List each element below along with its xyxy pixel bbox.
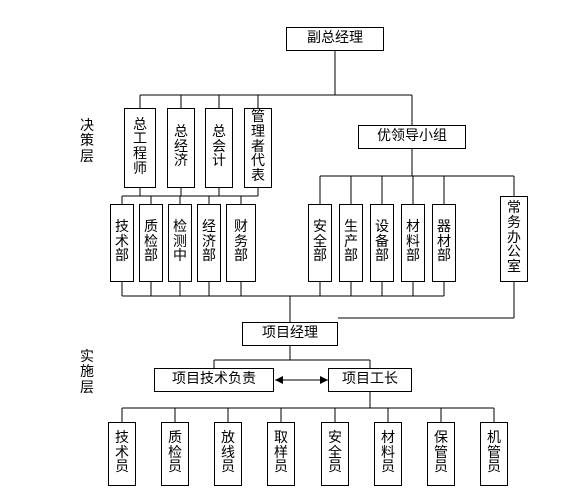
- node-storekeeper: 保 管 员: [427, 422, 455, 486]
- label-impl-layer: 实 施 层: [80, 350, 94, 396]
- node-sampler: 取 样 员: [267, 422, 295, 486]
- node-finance-dept: 财 务 部: [226, 204, 256, 282]
- node-safety-dept: 安 全 部: [308, 204, 332, 282]
- org-chart-stage: 决 策 层 实 施 层 副总经理 总 工 程 师 总 经 济 总 会 计 管 理…: [0, 0, 573, 501]
- node-equipment-dept: 设 备 部: [370, 204, 394, 282]
- node-production-dept: 生 产 部: [339, 204, 363, 282]
- node-instrument-dept: 器 材 部: [432, 204, 456, 282]
- node-project-manager: 项目经理: [242, 322, 338, 346]
- node-material-dept: 材 料 部: [401, 204, 425, 282]
- node-economy-dept: 经 济 部: [197, 204, 221, 282]
- node-mgr-rep: 管 理 者 代 表: [244, 108, 272, 188]
- node-gm-assistant: 总 经 济: [167, 108, 195, 188]
- node-technician: 技 术 员: [108, 422, 136, 486]
- node-machine-staff: 机 管 员: [480, 422, 508, 486]
- node-inspection-center: 检 测 中: [168, 204, 192, 282]
- node-standing-office: 常 务 办 公 室: [500, 196, 528, 282]
- node-material-staff: 材 料 员: [374, 422, 402, 486]
- node-chief-accountant: 总 会 计: [205, 108, 233, 188]
- node-quality-dept: 质 检 部: [139, 204, 163, 282]
- node-surveyor: 放 线 员: [214, 422, 242, 486]
- node-tech-dept: 技 术 部: [110, 204, 134, 282]
- node-chief-engineer: 总 工 程 师: [124, 108, 156, 188]
- node-lead-group: 优领导小组: [358, 125, 466, 149]
- node-project-foreman: 项目工长: [328, 368, 412, 392]
- node-deputy-gm: 副总经理: [286, 27, 384, 51]
- node-project-tech-lead: 项目技术负责: [154, 368, 274, 392]
- label-decision-layer: 决 策 层: [80, 119, 94, 165]
- node-safety-staff: 安 全 员: [321, 422, 349, 486]
- node-qc-staff: 质 检 员: [161, 422, 189, 486]
